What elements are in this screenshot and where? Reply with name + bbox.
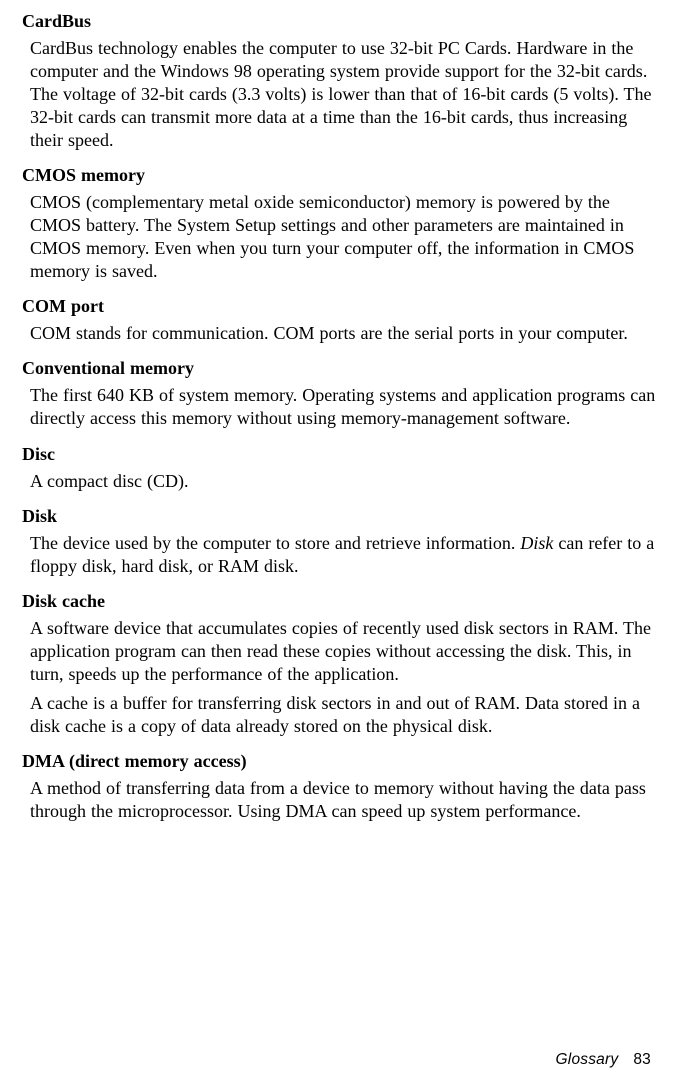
- glossary-term: CardBus: [22, 10, 663, 33]
- glossary-definition: A method of transferring data from a dev…: [30, 777, 661, 823]
- glossary-term: Conventional memory: [22, 357, 663, 380]
- glossary-definition: COM stands for communication. COM ports …: [30, 322, 661, 345]
- glossary-term: Disk: [22, 505, 663, 528]
- glossary-definition: The device used by the computer to store…: [30, 532, 661, 578]
- footer-section-label: Glossary: [556, 1051, 619, 1068]
- glossary-definition: A cache is a buffer for transferring dis…: [30, 692, 661, 738]
- glossary-term: Disc: [22, 443, 663, 466]
- footer-page-number: 83: [633, 1051, 651, 1068]
- glossary-term: COM port: [22, 295, 663, 318]
- glossary-term: Disk cache: [22, 590, 663, 613]
- glossary-definition: The first 640 KB of system memory. Opera…: [30, 384, 661, 430]
- glossary-definition: CMOS (complementary metal oxide semicond…: [30, 191, 661, 283]
- glossary-definition: A compact disc (CD).: [30, 470, 661, 493]
- page-footer: Glossary 83: [556, 1050, 651, 1070]
- page: CardBus CardBus technology enables the c…: [0, 0, 681, 1088]
- glossary-definition: A software device that accumulates copie…: [30, 617, 661, 686]
- glossary-definition: CardBus technology enables the computer …: [30, 37, 661, 152]
- glossary-term: DMA (direct memory access): [22, 750, 663, 773]
- glossary-term: CMOS memory: [22, 164, 663, 187]
